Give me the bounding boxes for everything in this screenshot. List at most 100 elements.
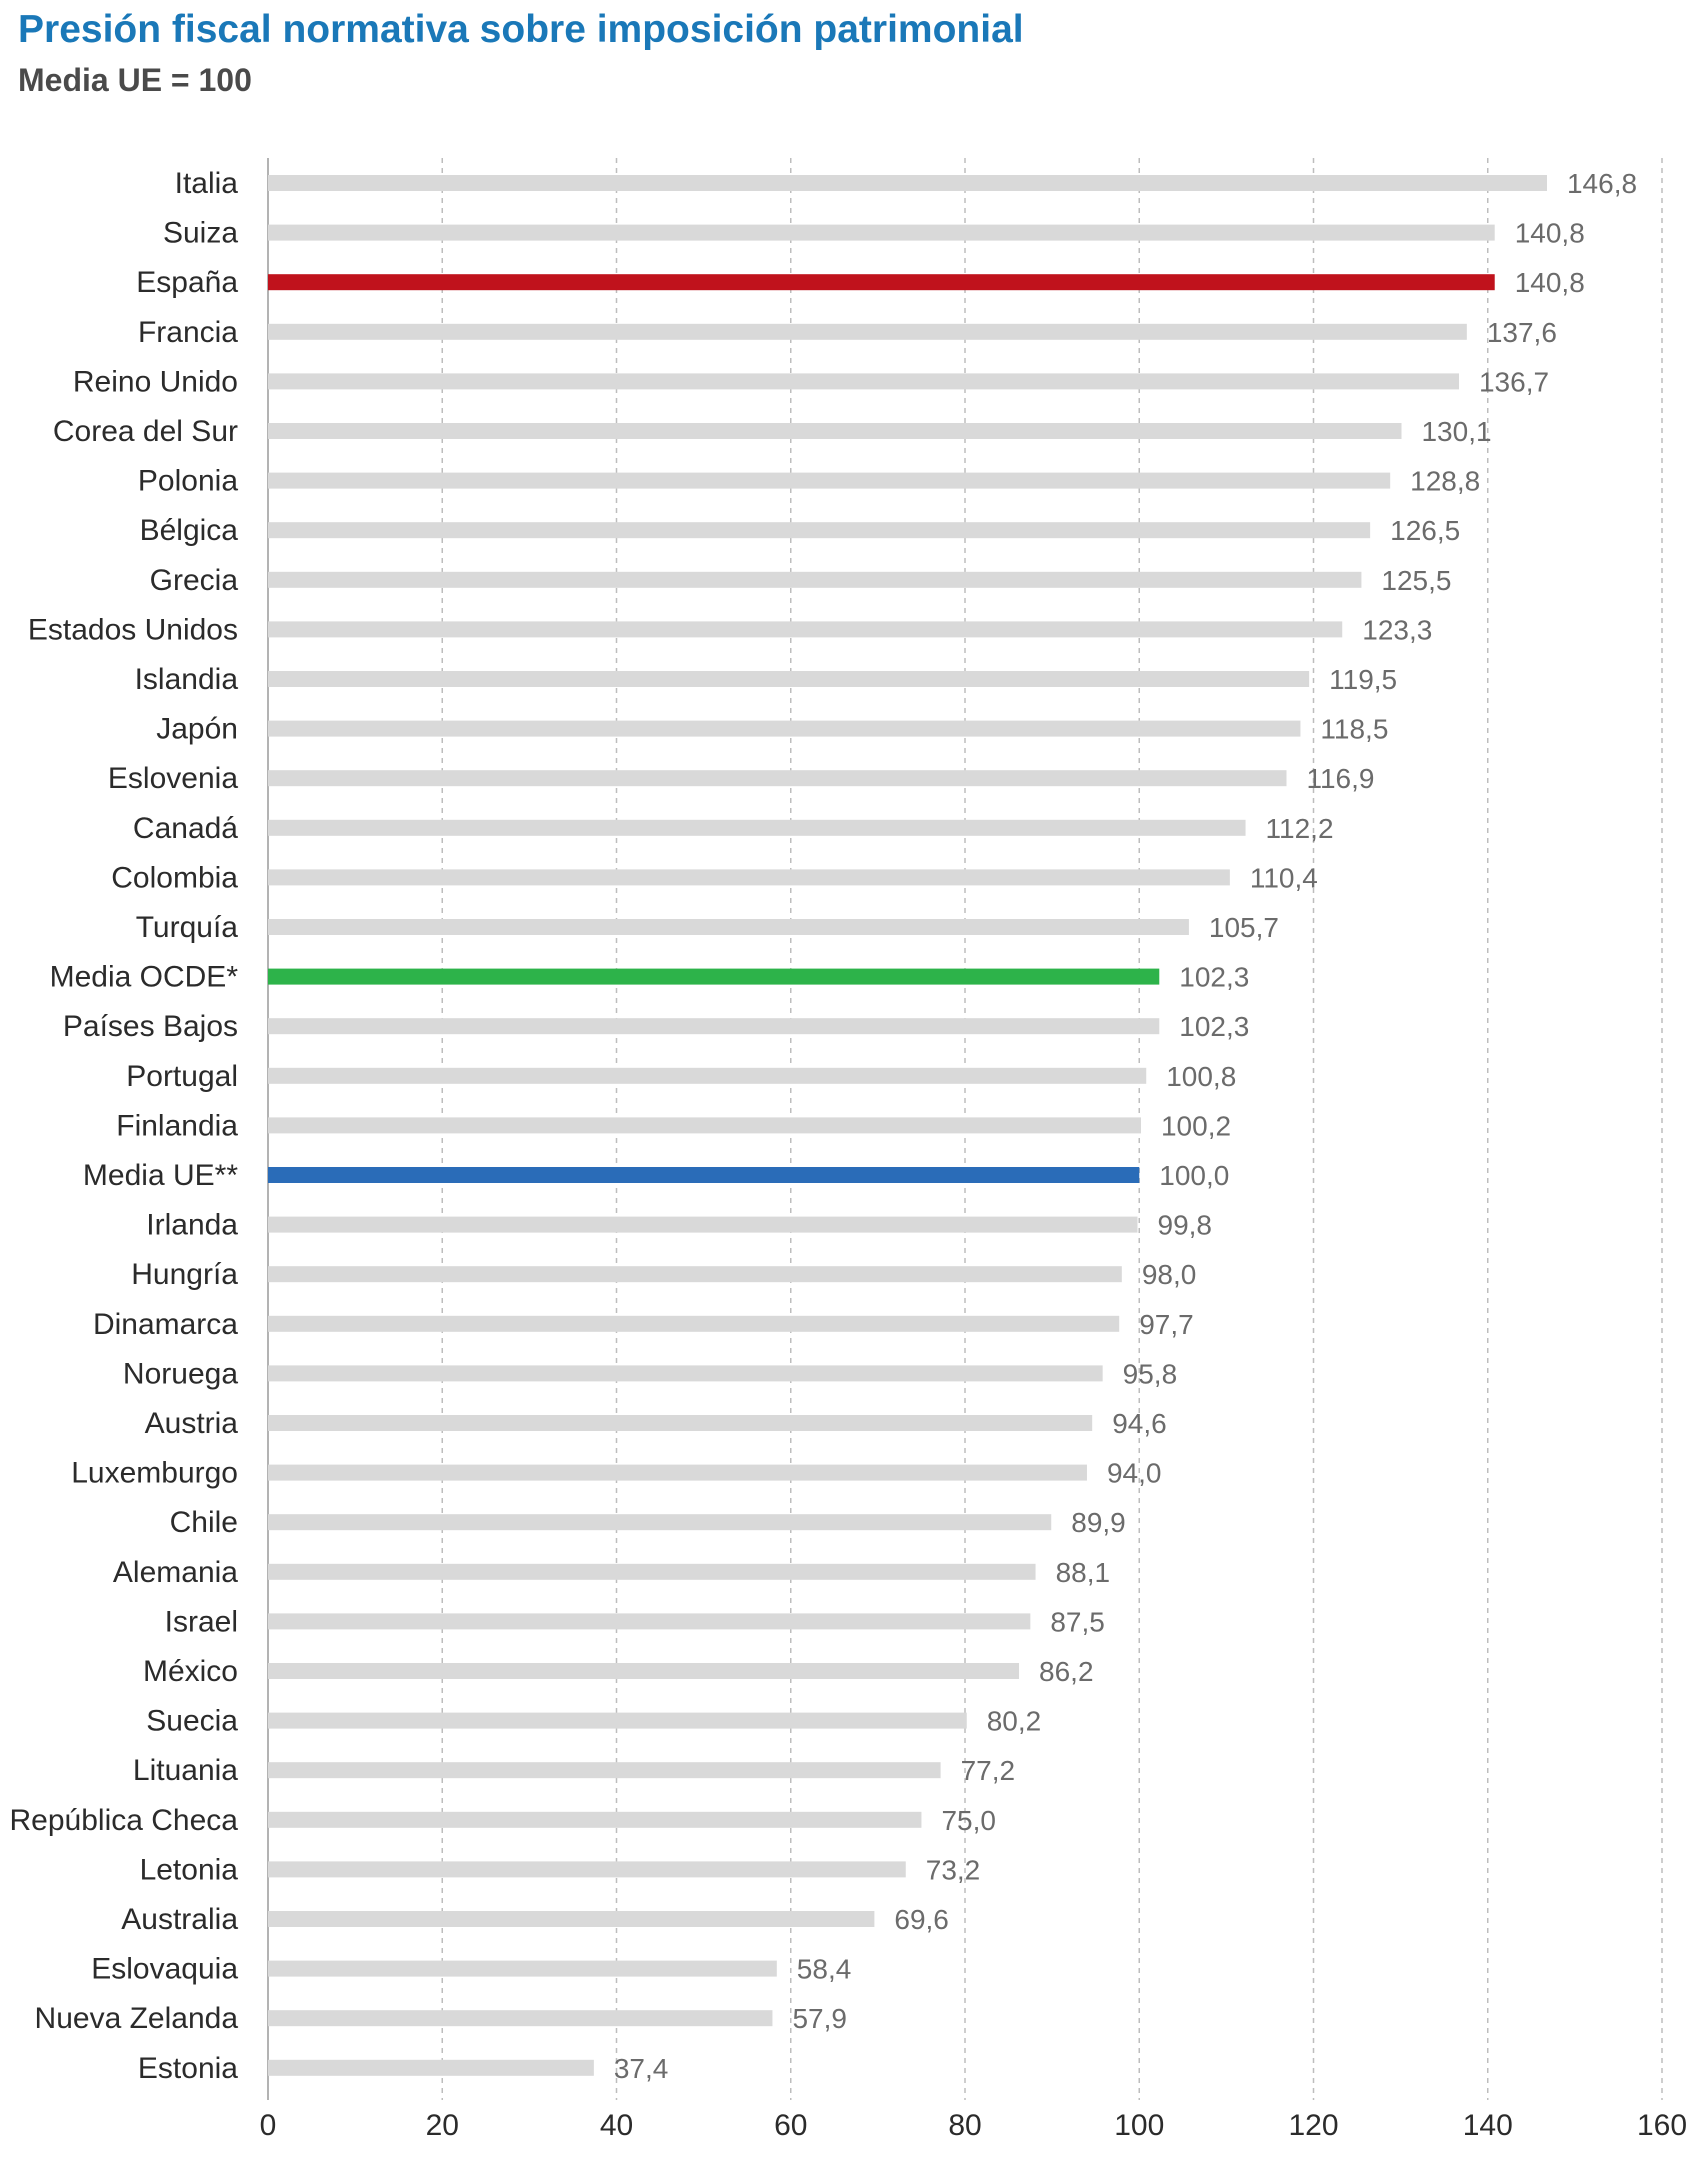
value-label: 136,7 (1479, 366, 1549, 397)
value-label: 128,8 (1410, 466, 1480, 497)
category-label: Dinamarca (93, 1308, 238, 1341)
bar (268, 373, 1459, 390)
category-label: Alemania (113, 1556, 238, 1589)
bar (268, 1861, 906, 1878)
value-label: 87,5 (1050, 1606, 1105, 1637)
category-label: Eslovaquia (91, 1953, 238, 1986)
value-label: 140,8 (1515, 218, 1585, 249)
value-label: 100,8 (1166, 1061, 1236, 1092)
bar (268, 1315, 1120, 1332)
value-label: 89,9 (1071, 1507, 1126, 1538)
x-tick-label: 0 (260, 2109, 277, 2142)
value-label: 75,0 (941, 1805, 996, 1836)
bar (268, 1514, 1052, 1531)
bar (268, 1663, 1020, 1679)
category-label: Estados Unidos (28, 613, 238, 646)
category-label: Letonia (140, 1853, 239, 1886)
value-label: 112,2 (1266, 813, 1334, 844)
category-label: Bélgica (140, 514, 239, 547)
bar (268, 175, 1547, 191)
value-label: 58,4 (797, 1954, 852, 1985)
value-label: 140,8 (1515, 267, 1585, 298)
value-label: 94,0 (1107, 1458, 1162, 1489)
bars (268, 175, 1547, 2076)
value-label: 69,6 (894, 1904, 949, 1935)
category-label: Lituania (133, 1754, 238, 1787)
category-label: Portugal (126, 1060, 238, 1093)
bar (268, 1018, 1160, 1035)
bar (268, 621, 1343, 638)
x-tick-label: 100 (1114, 2109, 1164, 2142)
category-label: Turquía (136, 911, 239, 944)
x-tick-label: 140 (1463, 2109, 1513, 2142)
bar (268, 1216, 1138, 1233)
category-label: Italia (175, 167, 239, 200)
bar (268, 1266, 1122, 1283)
category-label: Suecia (146, 1705, 238, 1738)
category-label: Irlanda (146, 1209, 238, 1242)
value-label: 86,2 (1039, 1656, 1094, 1687)
value-label: 116,9 (1306, 763, 1374, 794)
bar (268, 522, 1371, 539)
value-label: 126,5 (1390, 515, 1460, 546)
chart-subtitle: Media UE = 100 (18, 62, 252, 98)
category-label: Estonia (138, 2052, 238, 2085)
category-label: Islandia (135, 663, 239, 696)
bar (268, 571, 1362, 588)
value-label: 73,2 (926, 1854, 981, 1885)
x-tick-label: 160 (1637, 2109, 1687, 2142)
category-label: Grecia (150, 564, 239, 597)
bar (268, 323, 1467, 340)
x-tick-label: 80 (948, 2109, 981, 2142)
value-label: 100,0 (1159, 1160, 1229, 1191)
category-label: Noruega (123, 1357, 238, 1390)
value-label: 100,2 (1161, 1110, 1231, 1141)
value-label: 95,8 (1123, 1358, 1178, 1389)
category-label: Media OCDE* (50, 961, 239, 994)
value-label: 80,2 (987, 1706, 1041, 1737)
category-label: Chile (170, 1506, 238, 1539)
bar-highlight (268, 968, 1160, 985)
value-label: 102,3 (1179, 962, 1249, 993)
category-label: Media UE** (83, 1159, 238, 1192)
category-label: Países Bajos (63, 1010, 238, 1043)
bar (268, 1117, 1141, 1134)
category-label: Colombia (111, 861, 238, 894)
category-label: Nueva Zelanda (35, 2002, 239, 2035)
value-label: 97,7 (1139, 1309, 1194, 1340)
bar (268, 720, 1301, 737)
bar (268, 819, 1246, 836)
value-label: 123,3 (1362, 614, 1432, 645)
category-label: Austria (145, 1407, 239, 1440)
value-label: 130,1 (1421, 416, 1491, 447)
x-tick-label: 40 (600, 2109, 633, 2142)
value-label: 88,1 (1056, 1557, 1111, 1588)
bar (268, 919, 1189, 935)
bar-highlight (268, 274, 1495, 291)
category-label: Hungría (131, 1258, 238, 1291)
bar (268, 2059, 594, 2076)
bar-highlight (268, 1167, 1140, 1183)
value-labels: 146,8 140,8 140,8 137,6 136,7 130,1 128,8 126,5… (614, 168, 1637, 2084)
x-tick-label: 20 (426, 2109, 459, 2142)
category-label: Corea del Sur (53, 415, 238, 448)
bar (268, 1563, 1036, 1580)
bar (268, 2010, 773, 2027)
bar (268, 1067, 1147, 1084)
bar (268, 770, 1287, 787)
bar (268, 1613, 1031, 1630)
bar (268, 1811, 922, 1828)
category-label: Israel (165, 1605, 238, 1638)
bar (268, 1762, 941, 1779)
bar (268, 224, 1495, 241)
category-labels: Italia Suiza España Francia Reino Unido Corea… (10, 167, 239, 2085)
value-label: 118,5 (1320, 714, 1388, 745)
category-label: República Checa (10, 1804, 239, 1837)
bar (268, 472, 1391, 489)
bar (268, 1464, 1087, 1481)
category-label: Eslovenia (108, 762, 238, 795)
value-label: 102,3 (1179, 1011, 1249, 1042)
value-label: 146,8 (1567, 168, 1637, 199)
x-tick-label: 60 (774, 2109, 807, 2142)
